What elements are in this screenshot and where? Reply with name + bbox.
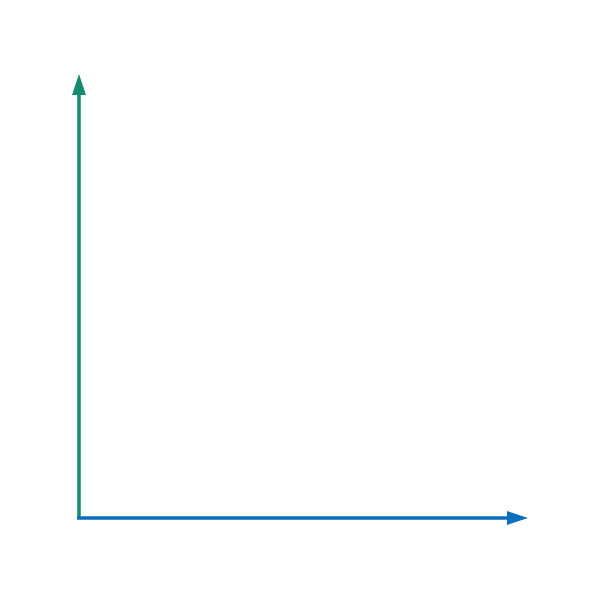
y-axis-arrowhead (72, 74, 86, 95)
x-axis-arrowhead (507, 511, 528, 525)
